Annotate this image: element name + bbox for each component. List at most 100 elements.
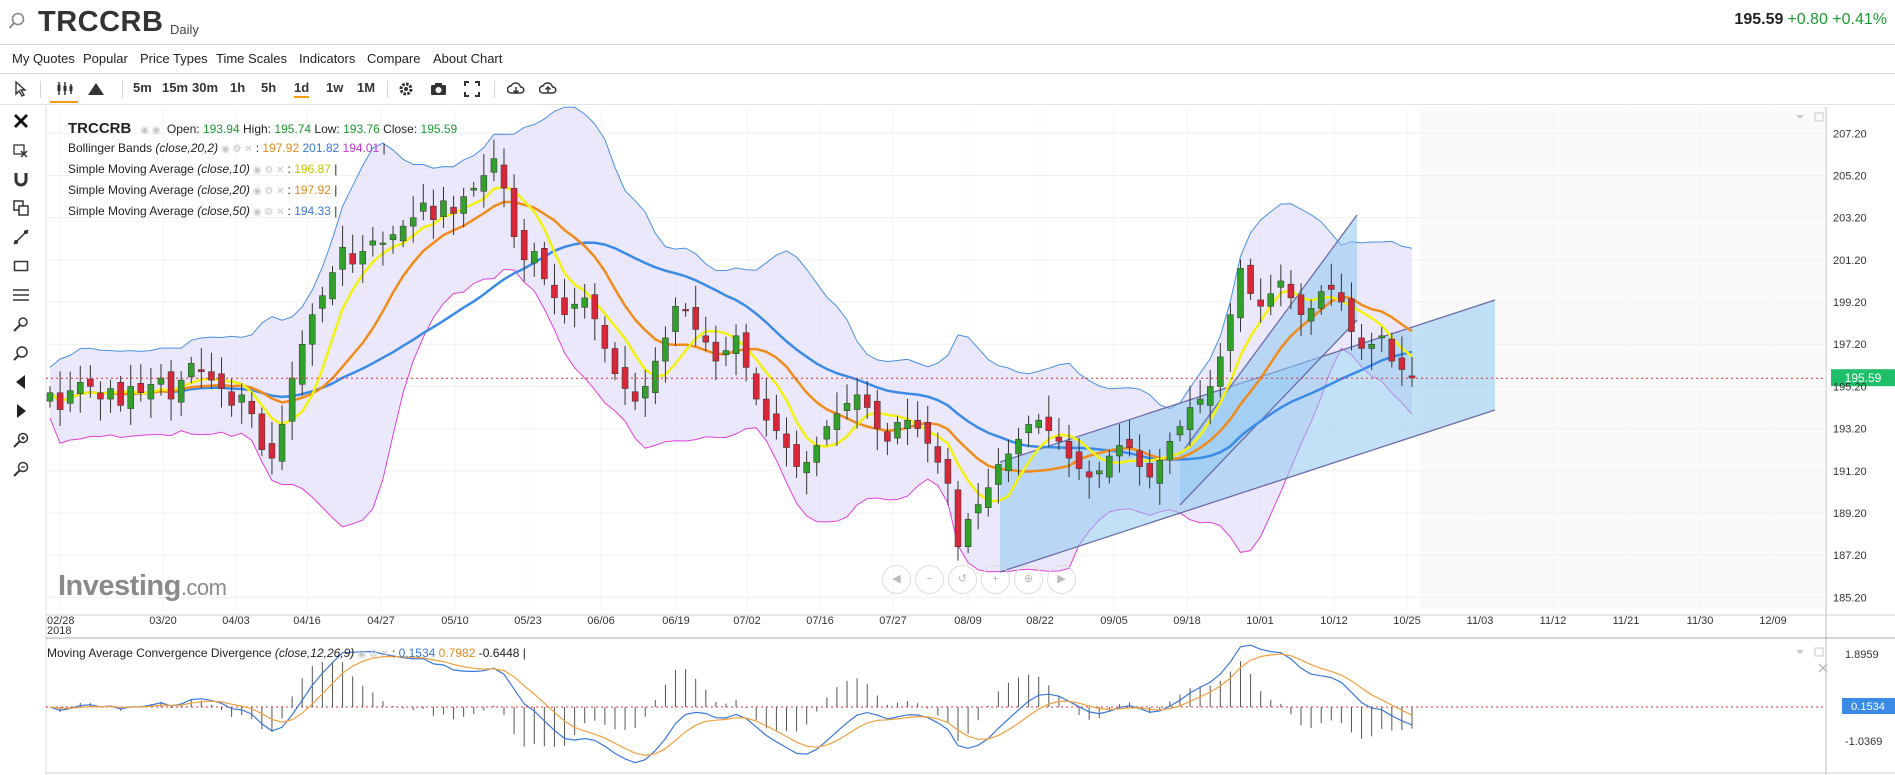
candle: [278, 424, 286, 462]
interval-30m[interactable]: 30m: [192, 80, 219, 95]
panel-maximize-icon[interactable]: [1814, 112, 1824, 122]
time-tick-label: 10/25: [1393, 615, 1421, 627]
candle: [309, 314, 316, 345]
indicator-settings-icon[interactable]: ◉ ⚙ ✕: [252, 207, 285, 218]
macd-tick-lower: -1.0369: [1845, 736, 1882, 748]
brush-icon[interactable]: [13, 316, 29, 332]
candle: [813, 445, 821, 463]
menu-time-scales[interactable]: Time Scales: [216, 51, 288, 66]
time-tick-label: 06/06: [587, 615, 615, 627]
candle: [682, 309, 689, 312]
fullscreen-icon[interactable]: [464, 81, 480, 97]
nav-left-icon[interactable]: ◀: [882, 565, 911, 594]
macd-legend-hist: -0.6448: [478, 646, 520, 660]
candle: [1075, 451, 1083, 469]
horizontal-lines-icon[interactable]: [13, 287, 29, 303]
interval-5m[interactable]: 5m: [133, 80, 152, 95]
candle: [1287, 283, 1295, 299]
scroll-left-icon[interactable]: [13, 374, 29, 390]
delete-drawings-icon[interactable]: [13, 142, 29, 158]
last-price-tag-label: 195.59: [1845, 371, 1882, 385]
last-price: 195.59: [1734, 11, 1784, 28]
time-tick-label: 04/27: [367, 615, 395, 627]
nav-fit-icon[interactable]: ⊕: [1014, 565, 1043, 594]
time-tick-label: 03/20: [149, 615, 177, 627]
candle: [742, 332, 750, 368]
legend-sma10-params: (close,10): [197, 162, 250, 176]
candle: [1378, 335, 1385, 339]
interval-1h[interactable]: 1h: [230, 80, 246, 95]
legend-sma20-name: Simple Moving Average: [68, 183, 194, 197]
camera-icon[interactable]: [430, 82, 447, 96]
nav-zoom-out-icon[interactable]: −: [915, 565, 944, 594]
menu-price-types[interactable]: Price Types: [140, 51, 208, 66]
indicator-settings-icon[interactable]: ◉ ⚙ ✕: [357, 649, 389, 660]
time-tick-label: 11/03: [1467, 615, 1494, 627]
menu-indicators[interactable]: Indicators: [299, 51, 356, 66]
menu-my-quotes[interactable]: My Quotes: [12, 51, 75, 66]
cloud-upload-icon[interactable]: [539, 81, 557, 97]
interval-5h[interactable]: 5h: [261, 80, 277, 95]
zoom-in-icon[interactable]: [13, 432, 29, 448]
close-icon[interactable]: [13, 113, 29, 129]
indicator-settings-icon[interactable]: ◉ ⚙ ✕: [221, 144, 253, 155]
magnet-icon[interactable]: [13, 171, 29, 187]
bollinger-lower-line: [49, 268, 1413, 573]
macd-line: [49, 644, 1413, 764]
candle: [843, 403, 851, 411]
trendline-icon[interactable]: [13, 229, 29, 245]
menu-about-chart[interactable]: About Chart: [433, 51, 503, 66]
clone-icon[interactable]: [13, 200, 29, 216]
cloud-download-icon[interactable]: [507, 81, 525, 97]
scroll-right-icon[interactable]: [13, 403, 29, 419]
price-tick-label: 201.20: [1833, 255, 1867, 267]
nav-right-icon[interactable]: ▶: [1047, 565, 1076, 594]
time-tick-label: 10/01: [1246, 615, 1274, 627]
candle: [1055, 436, 1063, 442]
interval-15m[interactable]: 15m: [162, 80, 189, 95]
interval-1w[interactable]: 1w: [326, 80, 344, 95]
rectangle-icon[interactable]: [13, 258, 29, 274]
candlestick-type-icon[interactable]: [56, 81, 74, 96]
candle: [1085, 471, 1093, 478]
nav-zoom-in-icon[interactable]: +: [981, 565, 1010, 594]
cursor-icon[interactable]: [14, 81, 28, 97]
time-tick-year: 2018: [47, 625, 71, 637]
macd-maximize-icon[interactable]: [1814, 647, 1824, 657]
candle: [1166, 441, 1174, 461]
menu-popular[interactable]: Popular: [83, 51, 128, 66]
candle: [137, 383, 145, 393]
macd-collapse-icon[interactable]: [1796, 650, 1804, 654]
candle: [1257, 299, 1264, 307]
panel-collapse-icon[interactable]: [1796, 115, 1804, 119]
time-tick-label: 11/12: [1540, 615, 1567, 627]
candle: [531, 251, 538, 264]
search-icon[interactable]: [8, 12, 26, 30]
zoom-out-icon[interactable]: [13, 461, 29, 477]
zoom-icon[interactable]: [13, 345, 29, 361]
nav-reset-icon[interactable]: ↺: [948, 565, 977, 594]
candle: [1176, 426, 1184, 436]
candle: [1005, 453, 1012, 472]
indicator-settings-icon[interactable]: ◉ ⚙ ✕: [252, 186, 285, 197]
candle: [117, 381, 124, 406]
candle: [611, 348, 619, 375]
gear-icon[interactable]: [398, 81, 414, 97]
area-type-icon[interactable]: [88, 82, 104, 95]
chart-toolbar: 5m 15m 30m 1h 5h 1d 1w 1M: [0, 74, 1895, 105]
candle: [127, 386, 134, 409]
indicator-settings-icon[interactable]: ◉ ⚙ ✕: [252, 165, 285, 176]
candle: [1277, 280, 1285, 288]
candle: [520, 230, 528, 261]
menu-bar: My Quotes Popular Price Types Time Scale…: [0, 45, 1895, 74]
candle: [490, 158, 498, 173]
quote-display: 195.59 +0.80 +0.41%: [1734, 11, 1887, 29]
interval-1d[interactable]: 1d: [294, 80, 310, 98]
candle: [298, 343, 306, 385]
macd-close-icon[interactable]: [1818, 663, 1828, 673]
menu-compare[interactable]: Compare: [367, 51, 421, 66]
eye-icon[interactable]: ◉ ◉: [140, 125, 161, 136]
interval-1M[interactable]: 1M: [357, 80, 376, 95]
time-tick-label: 04/03: [222, 615, 250, 627]
